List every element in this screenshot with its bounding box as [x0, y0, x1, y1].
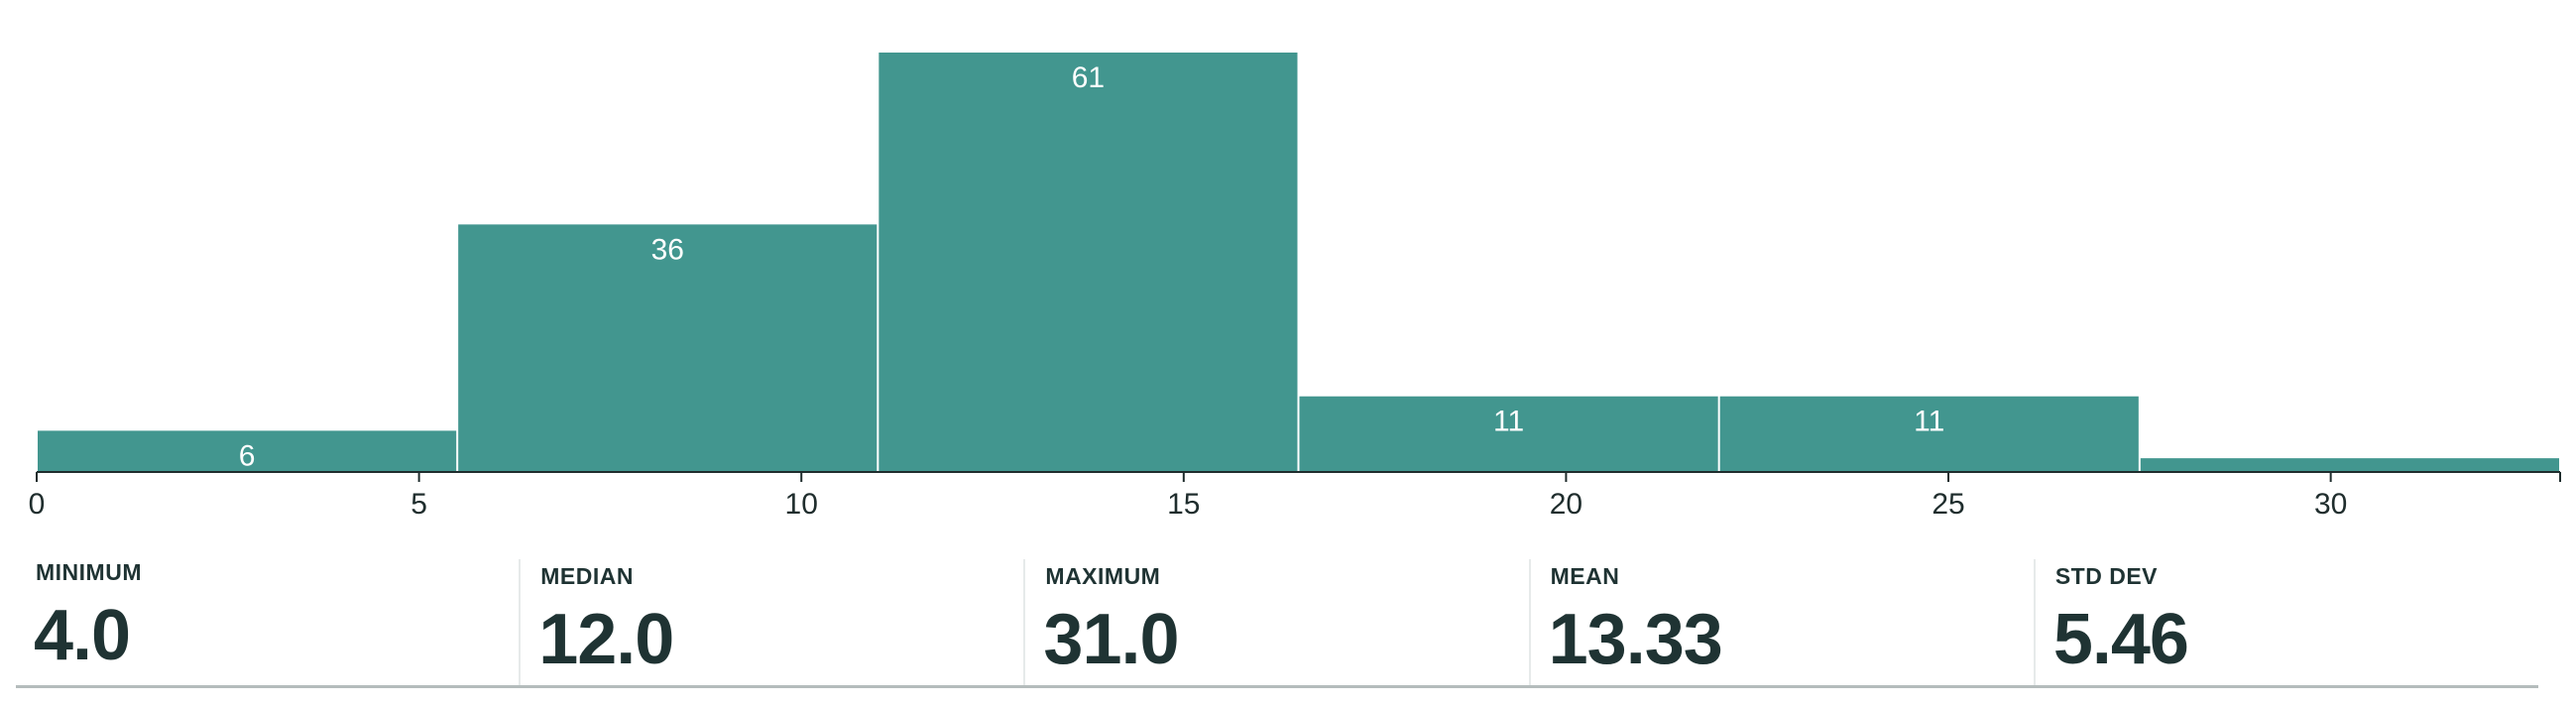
bar-count-label: 11 — [1493, 406, 1524, 438]
stat-minimum: MINIMUM 4.0 — [16, 555, 519, 685]
histogram-bar — [458, 224, 878, 472]
bar-count-label: 36 — [651, 233, 684, 266]
stat-value: 13.33 — [1548, 600, 1723, 679]
histogram-bar — [38, 430, 457, 472]
x-tick-label: 20 — [1550, 488, 1582, 521]
bar-count-label: 11 — [1914, 406, 1944, 438]
x-tick-label: 5 — [410, 488, 427, 521]
stat-median: MEDIAN 12.0 — [519, 559, 1023, 685]
histogram-bars — [38, 53, 2559, 472]
histogram-bar — [2140, 458, 2559, 472]
stat-std-dev: STD DEV 5.46 — [2033, 559, 2538, 685]
summary-stats: MINIMUM 4.0 MEDIAN 12.0 MAXIMUM 31.0 MEA… — [16, 555, 2538, 688]
stat-value: 12.0 — [538, 600, 674, 679]
bar-count-label: 6 — [239, 439, 256, 472]
histogram-bar — [1719, 396, 2139, 472]
x-tick-label: 25 — [1932, 488, 1964, 521]
stat-value: 31.0 — [1043, 600, 1179, 679]
histogram-chart: 6 36 61 11 11 0 5 10 15 20 25 30 — [29, 53, 2561, 521]
histogram-bar-labels: 6 36 61 11 11 — [239, 61, 1945, 472]
x-tick-label: 30 — [2314, 488, 2347, 521]
stat-mean: MEAN 13.33 — [1528, 559, 2034, 685]
bar-count-label: 61 — [1072, 61, 1105, 94]
stat-label: MEDIAN — [540, 563, 634, 589]
histogram-bar — [878, 53, 1298, 472]
stat-label: MINIMUM — [36, 559, 142, 585]
histogram-bar — [1299, 396, 1718, 472]
x-tick-label: 0 — [29, 488, 46, 521]
stat-label: MEAN — [1550, 563, 1620, 589]
x-tick-label: 15 — [1167, 488, 1200, 521]
stat-value: 4.0 — [34, 596, 131, 675]
x-axis-ticks: 0 5 10 15 20 25 30 — [29, 472, 2561, 521]
stat-label: MAXIMUM — [1045, 563, 1161, 589]
stat-maximum: MAXIMUM 31.0 — [1023, 559, 1528, 685]
stat-value: 5.46 — [2052, 600, 2189, 679]
stat-label: STD DEV — [2054, 563, 2158, 589]
x-tick-label: 10 — [785, 488, 818, 521]
